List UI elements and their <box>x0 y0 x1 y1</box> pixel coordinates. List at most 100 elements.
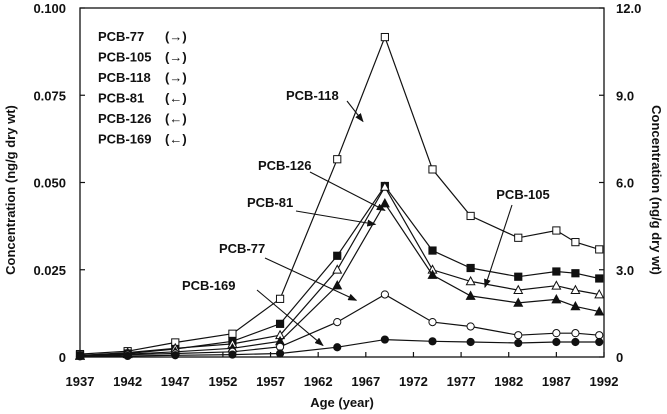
pcb-77-point <box>466 322 475 331</box>
legend-arrow-pcb-126: (←) <box>165 111 187 126</box>
pcb-81-point <box>427 269 438 279</box>
pcb-81-point <box>551 293 562 304</box>
x-tick-label: 1982 <box>494 374 523 389</box>
pcb-126-point <box>595 274 604 283</box>
x-tick-label: 1947 <box>161 374 190 389</box>
pcb-77-point <box>552 329 561 338</box>
pcb-81-point <box>332 280 343 290</box>
legend: PCB-77 (→) PCB-105 (→) PCB-118 (→) PCB-81 (←) PC… <box>98 29 187 147</box>
legend-arrow-pcb-105: (→) <box>165 50 187 65</box>
pcb-81-point <box>465 290 476 300</box>
pcb-77-point <box>514 331 523 340</box>
pcb-77-point <box>595 331 604 340</box>
pcb-105-point <box>465 275 476 286</box>
pcb-105-point <box>379 181 390 191</box>
callout-arrow-pcb-118 <box>346 100 364 123</box>
legend-arrow-pcb-77: (→) <box>165 29 187 44</box>
pcb-77-point <box>380 290 389 299</box>
y-right-tick-label: 0 <box>616 350 623 365</box>
callout-label-pcb-126: PCB-126 <box>258 158 311 173</box>
pcb-118-point <box>571 238 580 247</box>
x-tick-label: 1992 <box>590 374 619 389</box>
pcb-77-point <box>333 318 342 327</box>
callouts: PCB-118 PCB-126 PCB-81 PCB-77 PCB-169 PCB-105 <box>182 88 550 347</box>
y-right-tick-label: 3.0 <box>616 263 634 278</box>
callout-label-pcb-169: PCB-169 <box>182 278 235 293</box>
axis-ticks: 1937 1942 1947 1952 1957 1962 1967 1972 1977 1982… <box>33 1 641 389</box>
pcb-126-point <box>571 269 580 278</box>
pcb-126-point <box>428 246 437 255</box>
pcb-118-point <box>552 226 561 235</box>
pcb-169-point <box>552 337 561 347</box>
pcb-77-point <box>275 342 285 351</box>
legend-name-pcb-105: PCB-105 <box>98 50 151 65</box>
x-tick-label: 1962 <box>304 374 333 389</box>
pcb-81-point <box>594 306 605 316</box>
pcb-77-point <box>428 318 437 327</box>
pcb-118-point <box>380 32 389 42</box>
x-tick-label: 1937 <box>66 374 95 389</box>
y-axis-title-right: Concentration (ng/g dry wt) <box>649 105 664 275</box>
pcb-105-point <box>570 284 581 295</box>
pcb-126-point <box>333 251 342 260</box>
pcb-118-point <box>228 329 237 338</box>
pcb-126-point <box>514 272 523 281</box>
y-right-tick-label: 6.0 <box>616 176 634 191</box>
pcb-169-point <box>380 335 389 344</box>
x-tick-label: 1977 <box>447 374 476 389</box>
pcb-105-point <box>551 280 562 290</box>
y-left-tick-label: 0.075 <box>33 88 66 103</box>
y-left-tick-label: 0 <box>59 350 66 365</box>
legend-arrow-pcb-81: (←) <box>165 91 187 106</box>
callout-label-pcb-81: PCB-81 <box>247 195 293 210</box>
y-left-tick-label: 0.025 <box>33 263 66 278</box>
pcb-169-point <box>123 351 132 361</box>
legend-name-pcb-118: PCB-118 <box>98 70 151 85</box>
plot-frame <box>79 7 605 358</box>
callout-label-pcb-77: PCB-77 <box>219 241 265 256</box>
pcb-118-point <box>466 211 475 221</box>
pcb-169-point <box>275 349 285 358</box>
series-pcb-169 <box>75 335 604 361</box>
pcb-169-point <box>514 338 523 348</box>
pcb-169-point <box>333 343 342 352</box>
callout-arrow-pcb-126 <box>309 171 386 211</box>
pcb-77-point <box>571 329 580 338</box>
callout-arrow-pcb-77 <box>264 257 358 301</box>
pcb-81-point <box>379 197 390 208</box>
pcb-169-point <box>466 337 475 347</box>
pcb-118-point <box>428 165 437 174</box>
pcb-169-point <box>595 337 604 347</box>
callout-arrow-pcb-105 <box>484 204 513 289</box>
pcb-118-point <box>275 294 285 303</box>
y-right-tick-label: 9.0 <box>616 88 634 103</box>
x-tick-label: 1952 <box>208 374 237 389</box>
pcb-169-point <box>75 352 85 361</box>
pcb-169-point <box>571 337 580 347</box>
legend-arrow-pcb-118: (→) <box>165 70 187 85</box>
pcb-169-point <box>428 337 437 346</box>
legend-name-pcb-81: PCB-81 <box>98 91 144 106</box>
pcb-81-point <box>513 297 524 307</box>
pcb-118-point <box>514 233 523 242</box>
x-tick-label: 1967 <box>351 374 380 389</box>
x-tick-label: 1957 <box>256 374 285 389</box>
y-left-tick-label: 0.050 <box>33 176 66 191</box>
pcb-126-point <box>552 267 561 276</box>
pcb-118-point <box>333 155 342 164</box>
pcb-105-point <box>594 289 605 299</box>
pcb-126-point <box>466 263 475 273</box>
y-left-tick-label: 0.100 <box>33 1 66 16</box>
callout-label-pcb-118: PCB-118 <box>286 88 339 103</box>
pcb-169-point <box>228 350 237 359</box>
series-pcb-105 <box>74 181 605 360</box>
x-axis-title: Age (year) <box>310 395 374 410</box>
y-axis-title-left: Concentration (ng/g dry wt) <box>3 105 18 275</box>
legend-name-pcb-126: PCB-126 <box>98 111 151 126</box>
series-layer <box>74 32 605 361</box>
legend-arrow-pcb-169: (←) <box>165 132 187 147</box>
callout-arrow-pcb-169 <box>256 289 324 347</box>
pcb-126-point <box>275 319 285 328</box>
callout-arrow-pcb-81 <box>295 210 377 227</box>
